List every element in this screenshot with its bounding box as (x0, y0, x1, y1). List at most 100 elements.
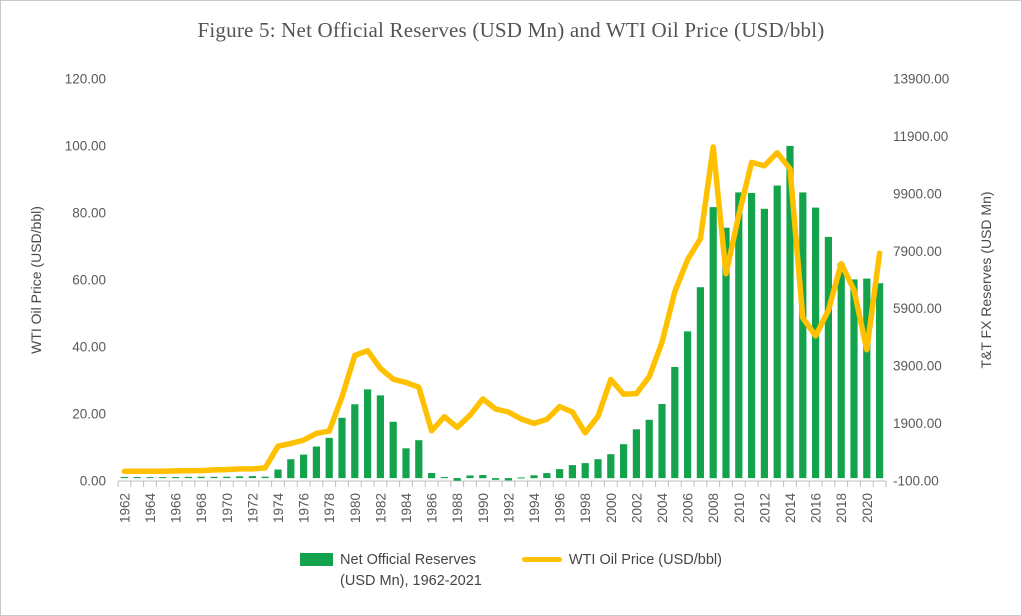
reserves-bar-1986 (428, 473, 436, 479)
right-axis-tick-label: -100.00 (893, 474, 939, 489)
reserves-bar-1967 (184, 476, 192, 479)
reserves-bar-1988 (453, 478, 461, 481)
x-axis-tick-label-1996: 1996 (553, 493, 568, 523)
reserves-bar-2014 (786, 145, 794, 479)
reserves-bar-1999 (594, 459, 602, 479)
reserves-bar-2007 (696, 287, 704, 479)
left-axis-tick-label: 80.00 (72, 206, 106, 221)
reserves-bar-1989 (466, 475, 474, 479)
reserves-bar-1969 (210, 476, 218, 479)
reserves-bar-1970 (223, 476, 231, 479)
reserves-bar-1973 (261, 476, 269, 479)
reserves-bar-1972 (248, 476, 256, 479)
x-axis-tick-label-1982: 1982 (373, 493, 388, 523)
x-axis-tick-label-2004: 2004 (655, 493, 670, 524)
left-axis-tick-label: 0.00 (80, 474, 106, 489)
reserves-bar-2017 (824, 236, 832, 479)
x-axis-tick-label-2020: 2020 (860, 493, 875, 523)
reserves-bar-1998 (581, 463, 589, 479)
reserves-bar-1983 (389, 421, 397, 479)
left-axis-tick-label: 20.00 (72, 407, 106, 422)
reserves-bar-1974 (274, 469, 282, 479)
x-axis-tick-label-1992: 1992 (501, 493, 516, 523)
x-axis-line (117, 480, 887, 487)
chart-title: Figure 5: Net Official Reserves (USD Mn)… (197, 18, 825, 42)
reserves-bar-1968 (197, 476, 205, 479)
x-axis-tick-label-1976: 1976 (297, 493, 312, 523)
reserves-bar-2015 (799, 192, 807, 479)
reserves-bar-1992 (504, 478, 512, 481)
x-axis-tick-label-1980: 1980 (348, 493, 363, 523)
reserves-legend-label-line1: Net Official Reserves (340, 552, 476, 568)
reserves-bar-1984 (402, 448, 410, 479)
reserves-bar-2004 (658, 404, 666, 479)
x-axis-tick-label-2002: 2002 (629, 493, 644, 523)
reserves-bar-1990 (479, 475, 487, 479)
x-axis-tick-label-1966: 1966 (169, 493, 184, 523)
wti-legend-label: WTI Oil Price (USD/bbl) (568, 552, 722, 568)
x-axis-tick-label-1972: 1972 (245, 493, 260, 523)
x-axis-tick-label-1974: 1974 (271, 493, 286, 524)
reserves-bar-1995 (543, 473, 551, 479)
reserves-bar-1966 (172, 477, 180, 479)
x-axis-tick-label-2012: 2012 (757, 493, 772, 523)
chart-legend: Net Official Reserves (USD Mn), 1962-202… (0, 550, 1022, 592)
reserves-bar-1978 (325, 437, 333, 479)
reserves-bar-2019 (850, 279, 858, 479)
reserves-bar-2008 (709, 207, 717, 479)
reserves-legend-label-line2: (USD Mn), 1962-2021 (340, 573, 482, 590)
left-axis-tick-label: 120.00 (65, 72, 106, 87)
reserves-bar-1963 (133, 477, 141, 479)
reserves-bar-2005 (671, 367, 679, 479)
x-axis-tick-label-2000: 2000 (604, 493, 619, 523)
reserves-bar-2013 (773, 185, 781, 479)
x-axis-tick-label-1994: 1994 (527, 493, 542, 524)
reserves-bar-1996 (556, 469, 564, 479)
reserves-bar-2018 (837, 263, 845, 479)
x-axis-tick-label-1998: 1998 (578, 493, 593, 523)
reserves-bar-1987 (440, 477, 448, 479)
reserves-bar-1977 (312, 446, 320, 479)
x-axis-tick-label-2018: 2018 (834, 493, 849, 523)
wti-legend-swatch (521, 557, 562, 562)
reserves-bar-1997 (568, 465, 576, 479)
reserves-bar-2009 (722, 227, 730, 479)
right-axis-tick-label: 13900.00 (893, 72, 949, 87)
x-axis-tick-label-2010: 2010 (732, 493, 747, 523)
reserves-bar-1993 (517, 477, 525, 479)
reserves-bar-2006 (684, 331, 692, 479)
x-axis-tick-label-1990: 1990 (476, 493, 491, 523)
reserves-bar-2000 (607, 454, 615, 479)
reserves-bar-1985 (415, 440, 423, 479)
reserves-bar-1962 (120, 477, 128, 479)
reserves-bar-1971 (236, 476, 244, 479)
reserves-bar-1975 (287, 459, 295, 479)
right-axis-tick-label: 7900.00 (893, 244, 942, 259)
reserves-bar-2011 (748, 193, 756, 479)
reserves-legend-label: Net Official Reserves (USD Mn), 1962-202… (340, 550, 482, 592)
legend-item-reserves: Net Official Reserves (USD Mn), 1962-202… (300, 550, 482, 592)
reserves-bar-2003 (645, 419, 653, 479)
reserves-bar-2021 (876, 283, 884, 479)
x-axis-tick-label-1962: 1962 (117, 493, 132, 523)
x-axis-tick-label-2006: 2006 (681, 493, 696, 523)
x-axis-tick-label-1978: 1978 (322, 493, 337, 523)
right-axis-tick-label: 1900.00 (893, 416, 942, 431)
reserves-bar-2010 (735, 192, 743, 479)
reserves-bar-2002 (632, 429, 640, 479)
x-axis-tick-label-1968: 1968 (194, 493, 209, 523)
x-axis-tick-label-1970: 1970 (220, 493, 235, 523)
x-axis-tick-label-2008: 2008 (706, 493, 721, 523)
reserves-bar-2016 (812, 207, 820, 479)
wti-line (121, 144, 883, 475)
left-axis-tick-label: 100.00 (65, 139, 106, 154)
reserves-bar-2001 (620, 444, 628, 479)
reserves-bar-1980 (351, 404, 359, 479)
x-axis-tick-label-1988: 1988 (450, 493, 465, 523)
reserves-bar-1982 (376, 395, 384, 479)
x-axis-tick-label-1964: 1964 (143, 493, 158, 524)
right-axis-tick-label: 9900.00 (893, 186, 942, 201)
left-axis-tick-label: 40.00 (72, 340, 106, 355)
reserves-bar-1981 (364, 389, 372, 479)
